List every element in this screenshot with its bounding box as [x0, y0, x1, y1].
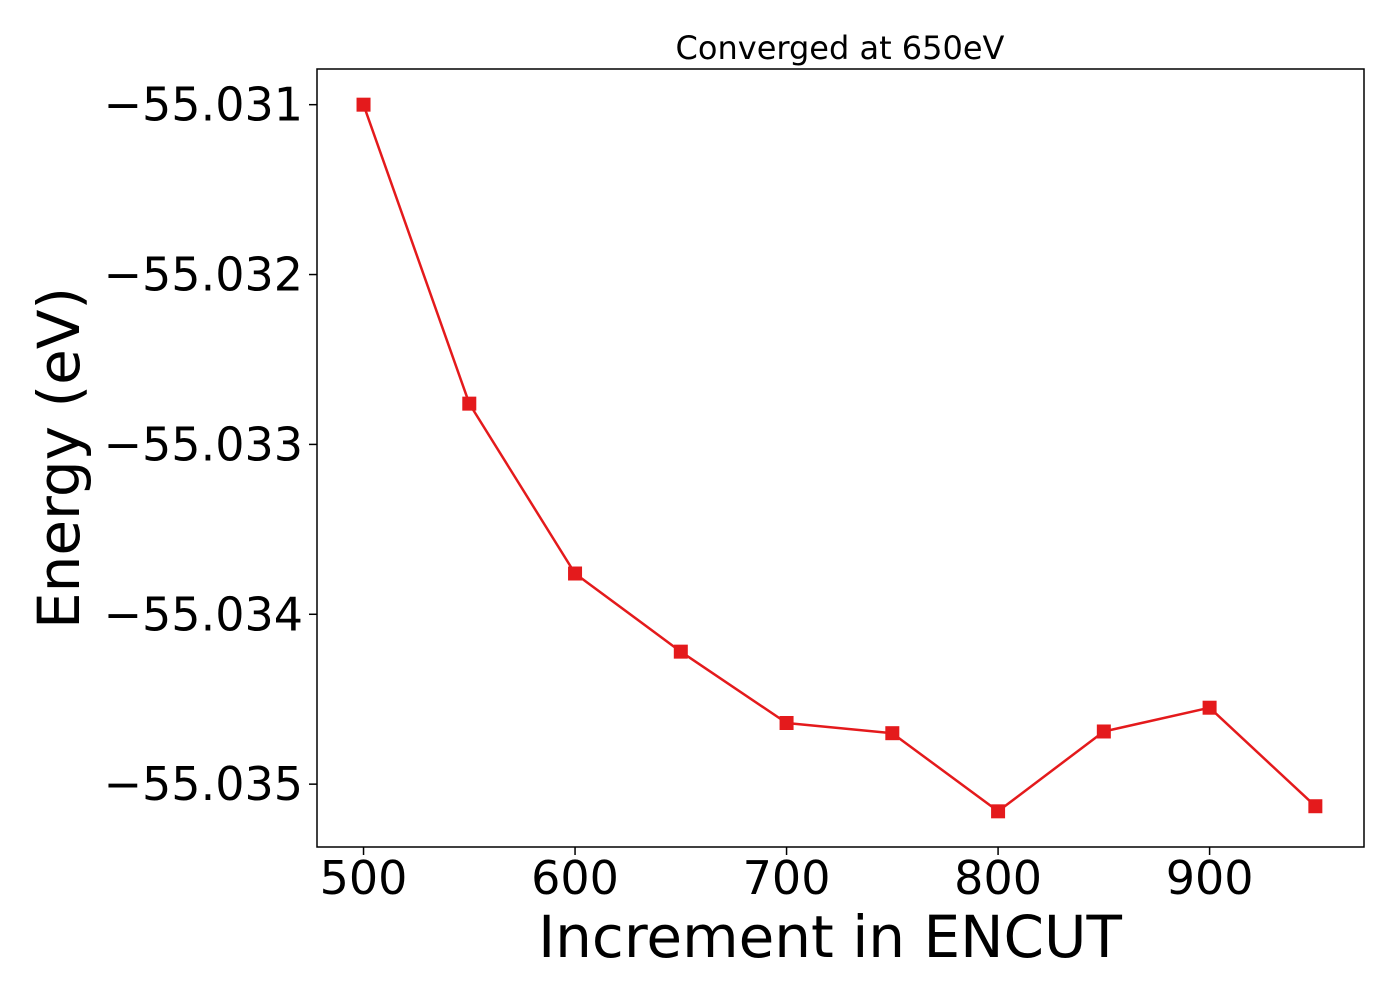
- data-point: [568, 566, 583, 581]
- x-axis: 500 600 700 800 900: [320, 847, 1254, 905]
- data-point: [673, 644, 688, 659]
- x-tick-label: 500: [320, 851, 408, 905]
- y-tick-label: −55.031: [104, 78, 304, 132]
- y-axis: −55.031 −55.032 −55.033 −55.034 −55.035: [104, 78, 317, 811]
- data-point: [779, 715, 794, 730]
- data-point: [1096, 724, 1111, 739]
- data-point: [885, 726, 900, 741]
- series-line: [362, 104, 1317, 813]
- y-axis-label: Energy (eV): [25, 287, 93, 629]
- plot-frame: [316, 68, 1365, 848]
- x-tick-label: 700: [743, 851, 831, 905]
- chart-title: Converged at 650eV: [676, 29, 1005, 67]
- y-tick-label: −55.035: [104, 757, 304, 811]
- plot-series: [356, 97, 1323, 819]
- data-point: [991, 804, 1006, 819]
- y-tick-label: −55.032: [104, 248, 304, 302]
- x-tick-label: 800: [954, 851, 1042, 905]
- x-tick-label: 600: [531, 851, 619, 905]
- y-tick-label: −55.033: [104, 417, 304, 471]
- data-point: [1308, 799, 1323, 814]
- y-tick-label: −55.034: [104, 587, 304, 641]
- data-point: [1202, 700, 1217, 715]
- x-axis-label: Increment in ENCUT: [538, 903, 1122, 971]
- data-point: [356, 97, 371, 112]
- x-tick-label: 900: [1166, 851, 1254, 905]
- data-point: [462, 396, 477, 411]
